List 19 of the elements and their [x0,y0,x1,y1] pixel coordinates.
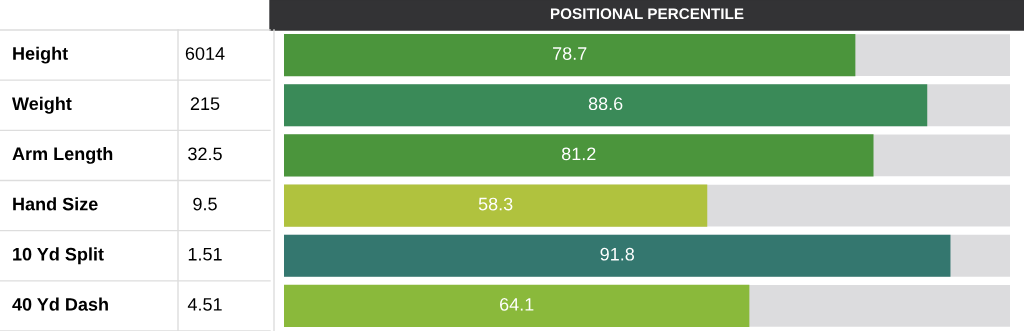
chart-title: POSITIONAL PERCENTILE [550,8,744,20]
y-tick-label: Weight [12,96,72,114]
y-tick-label: Hand Size [13,197,98,211]
data-label: 78.7 [553,47,587,60]
text: 6014 [185,47,225,60]
text: 4.51 [187,298,222,311]
y-tick-label: 40 Yd Dash [12,297,108,311]
data-label: 88.6 [588,97,623,111]
data-label: 81.2 [561,147,596,161]
data-label: 64.1 [500,297,534,311]
text: 1.51 [188,248,222,261]
y-tick-label: Height [13,46,68,64]
y-tick-label: 10 Yd Split [13,247,104,265]
data-label: 58.3 [478,197,513,211]
y-tick-label: Arm Length [12,146,113,164]
text: 9.5 [193,197,217,211]
text: 32.5 [188,147,222,161]
data-label: 91.8 [600,247,635,261]
text: 215 [190,97,220,111]
